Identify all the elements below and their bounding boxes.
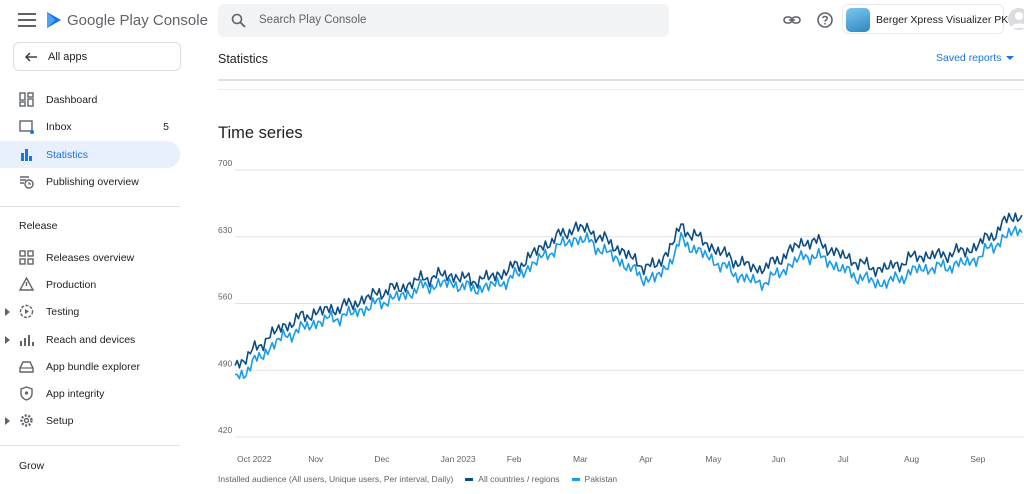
sidebar-item-label: Dashboard bbox=[46, 94, 98, 106]
sidebar-item-setup[interactable]: Setup bbox=[0, 407, 180, 434]
brand-name: Google Play Console bbox=[67, 12, 208, 29]
sidebar-divider bbox=[0, 445, 180, 446]
account-icon bbox=[1011, 12, 1024, 28]
all-apps-button[interactable]: All apps bbox=[13, 42, 181, 71]
series-line-all-countries bbox=[234, 212, 1023, 369]
expand-caret-icon[interactable] bbox=[5, 308, 10, 316]
shield-icon bbox=[20, 386, 33, 401]
x-tick-label: Jan 2023 bbox=[441, 454, 476, 464]
series-line-pakistan bbox=[234, 225, 1023, 380]
x-tick-label: Aug bbox=[904, 454, 919, 464]
sidebar-item-label: Inbox bbox=[46, 121, 72, 133]
sidebar-item-label: Setup bbox=[46, 415, 74, 427]
sidebar-item-label: Releases overview bbox=[46, 252, 135, 264]
y-tick-label: 630 bbox=[218, 225, 232, 235]
grow-heading: Grow bbox=[19, 460, 45, 472]
x-tick-label: Jun bbox=[772, 454, 786, 464]
x-tick-label: Jul bbox=[838, 454, 849, 464]
sidebar: Google Play Console All apps Dashboard I… bbox=[0, 0, 208, 494]
sidebar-item-dashboard[interactable]: Dashboard bbox=[0, 86, 180, 113]
search-icon bbox=[231, 13, 246, 28]
search-bar[interactable]: Search Play Console bbox=[218, 4, 669, 37]
play-circle-icon bbox=[19, 304, 34, 319]
sidebar-item-testing[interactable]: Testing bbox=[0, 298, 180, 325]
sidebar-item-statistics[interactable]: Statistics bbox=[0, 141, 180, 168]
app-name: Berger Xpress Visualizer PK bbox=[876, 14, 1009, 26]
arrow-back-icon bbox=[24, 51, 37, 62]
legend-swatch-all bbox=[465, 477, 474, 481]
x-tick-label: Sep bbox=[970, 454, 985, 464]
header-divider bbox=[218, 89, 1024, 90]
chart-legend: Installed audience (All users, Unique us… bbox=[218, 474, 617, 484]
warning-icon bbox=[19, 277, 34, 291]
release-heading: Release bbox=[19, 220, 58, 232]
sidebar-item-label: Publishing overview bbox=[46, 176, 139, 188]
saved-reports-label: Saved reports bbox=[936, 52, 1002, 64]
sidebar-item-label: App integrity bbox=[46, 388, 105, 400]
sidebar-item-label: Reach and devices bbox=[46, 334, 136, 346]
signal-icon bbox=[20, 335, 34, 346]
page-title: Statistics bbox=[218, 52, 269, 66]
expand-caret-icon[interactable] bbox=[5, 336, 10, 344]
sidebar-item-label: App bundle explorer bbox=[46, 361, 140, 373]
hamburger-menu-icon[interactable] bbox=[18, 13, 36, 27]
avatar[interactable] bbox=[1008, 8, 1024, 30]
y-tick-label: 490 bbox=[218, 358, 232, 368]
bar-chart-icon bbox=[21, 149, 32, 161]
x-tick-label: Mar bbox=[573, 454, 588, 464]
inbox-count-badge: 5 bbox=[163, 121, 169, 133]
x-tick-label: Feb bbox=[507, 454, 522, 464]
x-tick-label: Apr bbox=[639, 454, 652, 464]
legend-label-all: All countries / regions bbox=[478, 474, 560, 484]
sidebar-item-label: Testing bbox=[46, 306, 80, 318]
sidebar-item-app-bundle-explorer[interactable]: App bundle explorer bbox=[0, 353, 180, 380]
time-series-chart: 420 490 560 630 700 Oct 2022 Nov Dec Jan 2023 Feb… bbox=[218, 160, 1024, 464]
search-input[interactable]: Search Play Console bbox=[259, 14, 367, 26]
grid-icon bbox=[19, 250, 34, 265]
app-icon bbox=[846, 8, 870, 32]
sidebar-item-production[interactable]: Production bbox=[0, 271, 180, 298]
x-tick-label: May bbox=[705, 454, 722, 464]
x-tick-label: Oct 2022 bbox=[237, 454, 272, 464]
time-series-title: Time series bbox=[218, 124, 303, 142]
legend-caption: Installed audience (All users, Unique us… bbox=[218, 474, 454, 484]
sidebar-item-reach-and-devices[interactable]: Reach and devices bbox=[0, 326, 180, 353]
link-icon[interactable] bbox=[783, 11, 801, 29]
sidebar-divider bbox=[0, 206, 180, 207]
expand-caret-icon[interactable] bbox=[5, 417, 10, 425]
dashboard-icon bbox=[19, 92, 34, 107]
sidebar-item-app-integrity[interactable]: App integrity bbox=[0, 380, 180, 407]
y-tick-label: 700 bbox=[218, 160, 232, 168]
x-tick-label: Dec bbox=[374, 454, 390, 464]
gear-icon bbox=[20, 414, 33, 427]
sidebar-item-inbox[interactable]: Inbox 5 bbox=[0, 113, 180, 140]
play-console-logo bbox=[47, 12, 61, 28]
legend-swatch-pakistan bbox=[571, 477, 580, 481]
sidebar-item-publishing-overview[interactable]: Publishing overview bbox=[0, 168, 180, 195]
all-apps-label: All apps bbox=[48, 50, 88, 63]
help-icon[interactable] bbox=[816, 11, 834, 29]
app-selector[interactable]: Berger Xpress Visualizer PK bbox=[842, 4, 1008, 34]
x-tick-label: Nov bbox=[308, 454, 324, 464]
dropdown-arrow-icon bbox=[1006, 56, 1015, 61]
sidebar-item-label: Statistics bbox=[46, 149, 89, 161]
bundle-icon bbox=[19, 361, 34, 373]
y-tick-label: 420 bbox=[218, 425, 232, 435]
inbox-icon bbox=[19, 120, 34, 134]
publishing-icon bbox=[20, 176, 34, 189]
header-divider bbox=[218, 79, 1024, 81]
y-tick-label: 560 bbox=[218, 292, 232, 302]
sidebar-item-label: Production bbox=[46, 279, 97, 291]
sidebar-item-releases-overview[interactable]: Releases overview bbox=[0, 244, 180, 271]
legend-label-pakistan: Pakistan bbox=[584, 474, 618, 484]
saved-reports-dropdown[interactable]: Saved reports bbox=[936, 52, 1015, 64]
